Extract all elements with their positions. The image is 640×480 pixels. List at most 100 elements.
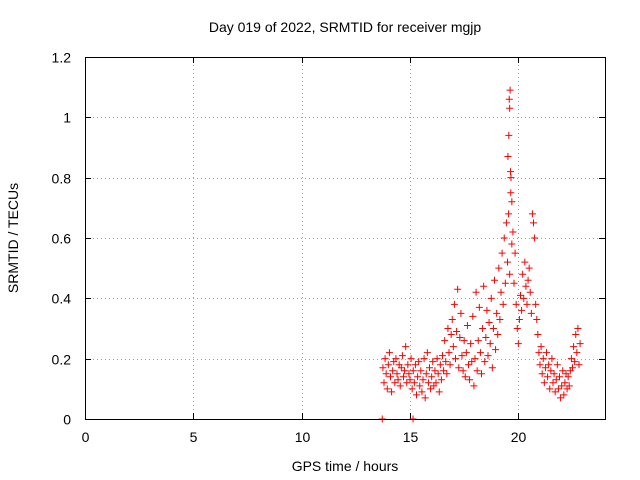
data-point [384, 361, 392, 369]
data-point [405, 370, 413, 378]
data-point [476, 349, 484, 357]
y-tick-label: 0.2 [52, 352, 72, 368]
y-axis-label: SRMTID / TECUs [5, 183, 21, 293]
data-point [418, 388, 426, 396]
data-point [414, 373, 422, 381]
data-point [441, 337, 449, 345]
data-point [507, 189, 515, 197]
data-point [489, 325, 497, 332]
data-point [573, 349, 581, 357]
data-point [473, 367, 481, 375]
data-point [380, 379, 388, 387]
data-point [445, 349, 453, 357]
x-tick-label: 20 [511, 429, 527, 445]
data-point [462, 349, 470, 357]
data-point [561, 379, 569, 387]
data-point [406, 376, 414, 384]
data-point [526, 288, 534, 296]
y-tick-label: 0.4 [52, 291, 72, 307]
data-point [523, 300, 531, 308]
data-point [505, 131, 513, 139]
data-point [504, 258, 511, 266]
data-point [403, 379, 411, 387]
data-point [463, 321, 471, 329]
data-point [465, 361, 472, 369]
data-point [446, 361, 454, 369]
data-point [482, 334, 490, 342]
data-point [538, 370, 546, 378]
data-point [495, 264, 503, 272]
data-point [515, 315, 523, 323]
data-point [481, 358, 489, 366]
data-point [546, 385, 554, 393]
data-point [458, 352, 466, 360]
data-point [448, 315, 456, 323]
data-point [547, 367, 555, 375]
data-point [510, 279, 518, 287]
data-point [550, 370, 558, 378]
data-point [391, 379, 399, 387]
data-point [514, 340, 522, 348]
data-point [556, 373, 563, 381]
data-point [400, 373, 407, 381]
grid-lines [85, 57, 605, 419]
data-point [461, 373, 469, 381]
data-point [507, 174, 515, 182]
data-point [491, 276, 498, 284]
data-point [551, 388, 559, 396]
data-point [478, 370, 485, 378]
data-point [402, 343, 410, 351]
data-point [506, 270, 514, 278]
data-point [544, 373, 552, 381]
data-point [507, 168, 515, 176]
data-point [437, 376, 445, 384]
data-point [442, 358, 450, 366]
data-point [469, 312, 477, 320]
data-point [431, 367, 439, 375]
data-point [536, 361, 544, 369]
axis-ticks: 0 5 10 15 20 0 0.2 0.4 0.6 0.8 1 1.2 [52, 50, 605, 445]
data-point [416, 382, 424, 390]
data-point [521, 258, 529, 266]
x-tick-label: 0 [82, 429, 90, 445]
data-point [486, 340, 494, 348]
data-point [413, 391, 420, 399]
data-point [498, 249, 506, 257]
data-point [423, 349, 431, 357]
y-tick-label: 0 [63, 412, 71, 428]
data-point [497, 288, 505, 296]
data-point [549, 379, 557, 387]
data-point [427, 385, 435, 393]
data-point [409, 367, 417, 375]
data-point [396, 382, 404, 390]
x-axis-label: GPS time / hours [292, 458, 399, 474]
x-tick-label: 5 [190, 429, 198, 445]
data-point [569, 364, 576, 372]
data-point [460, 337, 468, 345]
data-point [575, 361, 583, 369]
data-point [528, 210, 536, 218]
data-point [433, 355, 441, 363]
data-point [456, 334, 464, 342]
data-point [383, 385, 391, 393]
data-point [385, 349, 393, 357]
data-point [426, 364, 433, 372]
data-points [378, 86, 584, 423]
data-point [419, 376, 427, 384]
y-tick-label: 0.6 [52, 231, 72, 247]
data-point [559, 367, 567, 375]
data-point [506, 86, 514, 94]
data-point [466, 376, 474, 384]
data-point [453, 328, 461, 336]
data-point [553, 361, 561, 369]
data-point [467, 340, 475, 348]
data-point [415, 358, 423, 366]
data-point [508, 198, 516, 206]
data-point [543, 349, 550, 357]
data-point [552, 376, 560, 384]
data-point [398, 352, 406, 360]
data-point [505, 210, 513, 218]
data-point [522, 282, 530, 290]
data-point [506, 104, 514, 112]
data-point [455, 364, 463, 372]
